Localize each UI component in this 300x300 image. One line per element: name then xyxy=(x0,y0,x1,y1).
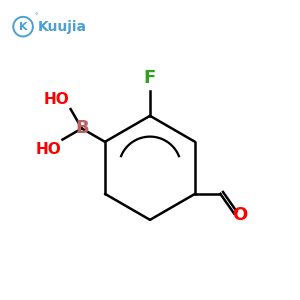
Text: HO: HO xyxy=(44,92,69,107)
Text: F: F xyxy=(144,69,156,87)
Text: K: K xyxy=(19,22,27,32)
Text: Kuujia: Kuujia xyxy=(38,20,86,34)
Text: O: O xyxy=(232,206,247,224)
Text: °: ° xyxy=(34,13,38,19)
Text: HO: HO xyxy=(35,142,61,157)
Text: B: B xyxy=(75,119,88,137)
